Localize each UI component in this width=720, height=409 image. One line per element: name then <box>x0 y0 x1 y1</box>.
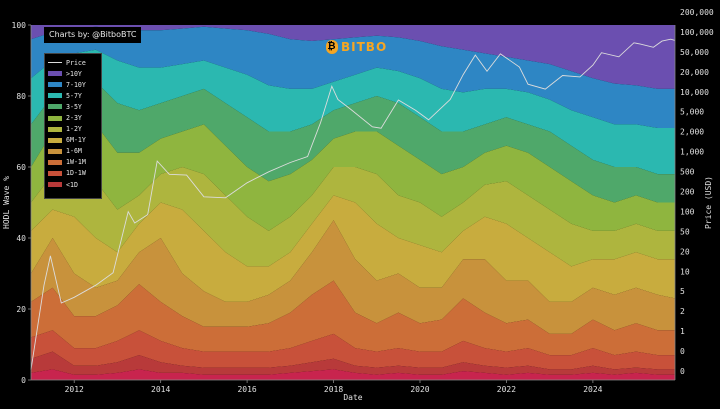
legend-label: >10Y <box>66 69 82 78</box>
legend-swatch <box>48 115 62 121</box>
legend-swatch <box>48 93 62 99</box>
brand-name: BITBO <box>341 40 388 54</box>
legend-item: 5-7Y <box>48 90 98 101</box>
band-7-10y <box>31 49 675 175</box>
legend-label: 5-7Y <box>66 91 82 100</box>
legend-item: 6M-1Y <box>48 135 98 146</box>
legend-swatch <box>48 170 62 176</box>
y-tick-label: 100 <box>12 21 27 30</box>
band-gt-10y <box>31 25 675 89</box>
y2-tick-label: 50,000 <box>680 48 709 57</box>
legend-item: 1D-1W <box>48 168 98 179</box>
legend-swatch <box>48 71 62 77</box>
y2-tick-label: 1,000 <box>680 148 704 157</box>
x-axis-label: Date <box>343 393 362 402</box>
y2-tick-label: 1 <box>680 327 685 336</box>
band-2-3y <box>31 167 675 267</box>
band-gt-10y <box>31 26 675 128</box>
legend-item: 1W-1M <box>48 157 98 168</box>
legend-item: >10Y <box>48 68 98 79</box>
y2-tick-label: 200 <box>680 188 695 197</box>
band-1-2y <box>31 195 675 302</box>
band-lt-1d <box>31 369 675 380</box>
y2-tick-label: 200,000 <box>680 8 714 17</box>
y2-tick-label: 5 <box>680 287 685 296</box>
y2-tick-label: 10,000 <box>680 88 709 97</box>
legend-swatch <box>48 148 62 154</box>
legend-swatch <box>48 126 62 132</box>
legend-label: 2-3Y <box>66 114 82 123</box>
y2-tick-label: 2,000 <box>680 128 704 137</box>
bitbo-logo-icon: ₿ <box>326 40 338 54</box>
legend-item: Price <box>48 57 98 68</box>
band-5-7y <box>31 81 675 203</box>
band-3-5y <box>31 117 675 231</box>
x-tick-label: 2016 <box>237 385 256 394</box>
x-tick-label: 2024 <box>583 385 602 394</box>
legend-label: 3-5Y <box>66 102 82 111</box>
legend-swatch <box>48 104 62 110</box>
legend-item: 1-6M <box>48 146 98 157</box>
legend-item: <1D <box>48 179 98 190</box>
y2-tick-label: 20 <box>680 247 690 256</box>
band-1-6m <box>31 280 675 356</box>
band-1d-1w <box>31 351 675 375</box>
legend-swatch <box>48 62 62 64</box>
y2-tick-label: 10 <box>680 267 690 276</box>
legend-item: 3-5Y <box>48 101 98 112</box>
legend: Price >10Y 7-10Y 5-7Y 3-5Y 2-3Y 1-2Y 6M-1Y 1-6M 1… <box>44 53 102 199</box>
legend-swatch <box>48 82 62 88</box>
legend-label: 1D-1W <box>66 169 86 178</box>
legend-label: 6M-1Y <box>66 136 86 145</box>
y-axis-label: HODL Wave % <box>2 176 11 229</box>
y2-tick-label: 500 <box>680 168 695 177</box>
y2-tick-label: 20,000 <box>680 68 709 77</box>
y-tick-label: 40 <box>16 234 26 243</box>
band-6m-1y <box>31 220 675 334</box>
legend-label: 1-2Y <box>66 125 82 134</box>
y2-tick-label: 5,000 <box>680 108 704 117</box>
brand-watermark: ₿ BITBO <box>326 40 387 54</box>
x-tick-label: 2020 <box>410 385 429 394</box>
legend-label: <1D <box>66 180 78 189</box>
y2-tick-label: 2 <box>680 307 685 316</box>
price-layer <box>30 38 676 370</box>
band-1w-1m <box>31 330 675 370</box>
legend-swatch <box>48 182 62 188</box>
y2-axis-label: Price (USD) <box>704 176 713 229</box>
legend-item: 1-2Y <box>48 124 98 135</box>
y-tick-label: 20 <box>16 305 26 314</box>
y-tick-label: 80 <box>16 92 26 101</box>
x-tick-label: 2018 <box>324 385 343 394</box>
legend-label: 1-6M <box>66 147 82 156</box>
legend-label: 1W-1M <box>66 158 86 167</box>
y2-tick-label: 0 <box>680 347 685 356</box>
band-layer <box>31 25 675 380</box>
x-tick-label: 2014 <box>151 385 170 394</box>
y2-tick-label: 100 <box>680 207 695 216</box>
y2-tick-label: 100,000 <box>680 28 714 37</box>
legend-label: 7-10Y <box>66 80 86 89</box>
chart-credit: Charts by: @BitboBTC <box>44 27 142 43</box>
legend-item: 7-10Y <box>48 79 98 90</box>
legend-swatch <box>48 137 62 143</box>
x-tick-label: 2022 <box>497 385 516 394</box>
legend-label: Price <box>66 58 86 67</box>
legend-item: 2-3Y <box>48 112 98 123</box>
legend-swatch <box>48 159 62 165</box>
y2-tick-label: 0 <box>680 367 685 376</box>
y2-tick-label: 50 <box>680 227 690 236</box>
price-line <box>30 38 676 370</box>
y-tick-label: 0 <box>21 376 26 385</box>
y-tick-label: 60 <box>16 163 26 172</box>
x-tick-label: 2012 <box>65 385 84 394</box>
